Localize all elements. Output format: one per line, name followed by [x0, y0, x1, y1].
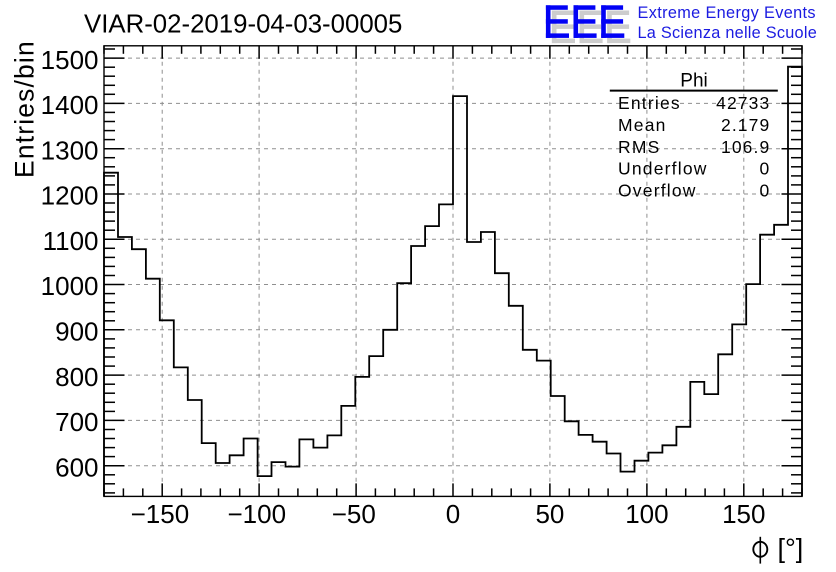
svg-text:Mean: Mean	[618, 115, 667, 135]
svg-text:2.179: 2.179	[721, 115, 770, 135]
svg-text:50: 50	[535, 499, 564, 529]
svg-text:42733: 42733	[716, 93, 770, 113]
svg-text:600: 600	[55, 452, 98, 482]
svg-text:Underflow: Underflow	[618, 159, 708, 179]
svg-text:La Scienza nelle Scuole: La Scienza nelle Scuole	[638, 24, 818, 42]
svg-text:VIAR-02-2019-04-03-00005: VIAR-02-2019-04-03-00005	[84, 11, 402, 39]
svg-text:Entries: Entries	[618, 93, 681, 113]
svg-text:1400: 1400	[41, 90, 99, 120]
svg-text:1300: 1300	[41, 135, 99, 165]
svg-text:RMS: RMS	[618, 137, 661, 157]
svg-text:150: 150	[722, 499, 765, 529]
svg-text:1100: 1100	[43, 226, 99, 256]
svg-text:−150: −150	[131, 499, 190, 529]
svg-text:100: 100	[625, 499, 668, 529]
svg-text:900: 900	[55, 317, 98, 347]
svg-text:Extreme Energy Events: Extreme Energy Events	[638, 4, 816, 22]
svg-text:0: 0	[446, 499, 460, 529]
svg-text:Entries/bin: Entries/bin	[10, 40, 40, 178]
svg-text:[°]: [°]	[778, 534, 804, 564]
svg-text:1200: 1200	[41, 181, 99, 211]
svg-text:700: 700	[55, 407, 98, 437]
svg-text:106.9: 106.9	[721, 137, 770, 157]
svg-text:800: 800	[55, 362, 98, 392]
svg-text:0: 0	[759, 181, 770, 201]
svg-text:1500: 1500	[41, 45, 99, 75]
svg-text:−100: −100	[228, 499, 287, 529]
svg-text:0: 0	[759, 159, 770, 179]
svg-text:1000: 1000	[41, 271, 99, 301]
svg-text:−50: −50	[332, 499, 376, 529]
svg-text:Overflow: Overflow	[618, 181, 697, 201]
svg-text:Phi: Phi	[680, 70, 707, 91]
